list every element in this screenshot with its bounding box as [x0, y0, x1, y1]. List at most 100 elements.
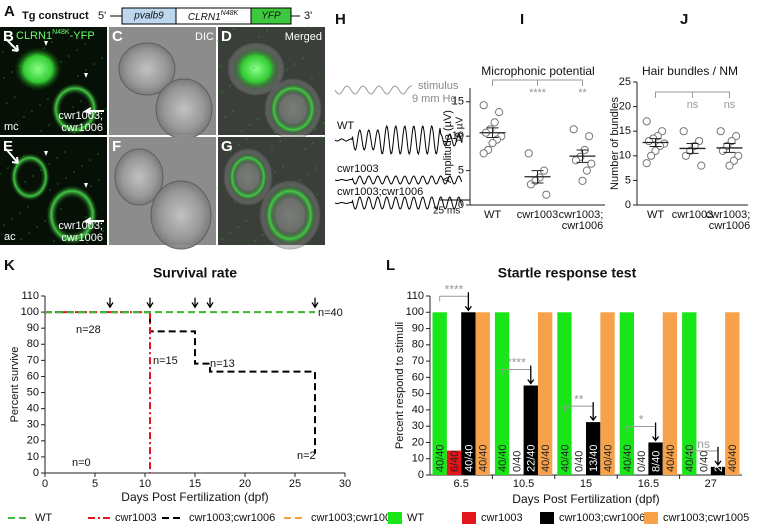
annotation: n=0: [72, 457, 91, 469]
speckle: [3, 77, 5, 79]
x-tick-label: WT: [647, 209, 664, 221]
cell-dic: [118, 42, 176, 96]
panel-label: G: [221, 138, 233, 155]
value-label: 22/40: [526, 444, 538, 472]
x-tick-label: 10.5: [513, 478, 534, 490]
value-label: 6/40: [449, 451, 461, 472]
trace: [334, 196, 463, 210]
significance-label: ns: [724, 99, 736, 111]
value-label: 0/40: [636, 451, 648, 472]
micrograph: D: [217, 26, 325, 140]
speckle: [52, 67, 54, 69]
legend-label: WT: [407, 512, 424, 524]
y-tick-label: 15: [452, 96, 464, 108]
y-tick-label: 80: [27, 338, 39, 350]
speckle: [102, 230, 104, 232]
value-label: 40/40: [684, 444, 696, 472]
speckle: [229, 232, 231, 234]
speckle: [234, 201, 236, 203]
y-tick-label: 50: [412, 388, 424, 400]
y-axis-label: Number of bundles: [609, 97, 621, 190]
speckle: [237, 79, 239, 81]
legend-label: cwr1003: [481, 512, 523, 524]
speckle: [278, 75, 280, 77]
speckle: [86, 242, 88, 244]
speckle: [44, 220, 46, 222]
value-label: 40/40: [435, 444, 447, 472]
bar: [586, 422, 601, 475]
mutation: N48K: [221, 10, 239, 17]
speckle: [221, 238, 223, 240]
data-point: [479, 149, 488, 158]
annotation: n=15: [153, 355, 178, 367]
genotype-label: cwr1003;: [58, 220, 103, 232]
speckle: [250, 189, 252, 191]
amp-scale: 10 µV: [455, 117, 466, 144]
bar: [557, 312, 572, 475]
speckle: [262, 87, 264, 89]
panel-label: I: [520, 11, 524, 28]
speckle: [254, 240, 256, 242]
speckle: [254, 93, 256, 95]
micrograph: F: [109, 137, 216, 250]
significance-label: ****: [507, 356, 526, 370]
legend-label: WT: [35, 512, 52, 524]
speckle: [19, 212, 21, 214]
speckle: [245, 73, 247, 75]
y-tick-label: 100: [406, 306, 424, 318]
value-label: 40/40: [727, 444, 739, 472]
data-point: [542, 190, 551, 199]
speckle: [97, 153, 99, 155]
speckle: [84, 43, 86, 45]
speckle: [308, 199, 310, 201]
speckle: [238, 144, 240, 146]
speckle: [217, 187, 219, 189]
bar: [537, 312, 553, 475]
panel-label: J: [680, 11, 688, 28]
data-point: [479, 101, 488, 110]
significance-bracket: [563, 405, 594, 412]
panel-label: L: [386, 257, 395, 274]
speckle: [85, 216, 87, 218]
cell-dic: [155, 78, 213, 140]
speckle: [24, 181, 26, 183]
speckle: [249, 124, 251, 126]
speckle: [40, 130, 42, 132]
y-tick-label: 20: [619, 101, 631, 113]
speckle: [57, 183, 59, 185]
cell-fluor: [232, 47, 280, 91]
speckle: [28, 232, 30, 234]
speckle: [36, 226, 38, 228]
speckle: [282, 126, 284, 128]
speckle: [53, 240, 55, 242]
bar: [432, 312, 447, 475]
speckle: [31, 110, 33, 112]
y-tick-label: 5: [458, 164, 464, 176]
speckle: [19, 65, 21, 67]
speckle: [225, 34, 227, 36]
value-label: 40/40: [478, 444, 490, 472]
value-label: 40/40: [622, 444, 634, 472]
y-tick-label: 10: [27, 451, 39, 463]
speckle: [77, 75, 79, 77]
speckle: [81, 126, 83, 128]
speckle: [319, 71, 321, 73]
speckle: [0, 173, 1, 175]
speckle: [274, 171, 276, 173]
speckle: [262, 234, 264, 236]
speckle: [315, 167, 317, 169]
y-tick-label: 20: [27, 435, 39, 447]
speckle: [36, 79, 38, 81]
speckle: [245, 220, 247, 222]
data-point: [716, 127, 725, 136]
panel-label: K: [4, 257, 15, 274]
panel-label: A: [4, 3, 15, 20]
data-point: [679, 127, 688, 136]
x-tick-label: 15: [189, 478, 201, 490]
speckle: [7, 128, 9, 130]
speckle: [312, 142, 314, 144]
x-tick-label: 27: [705, 478, 717, 490]
error-bar: [576, 149, 589, 163]
cell-fluor: [46, 185, 98, 245]
speckle: [48, 163, 50, 165]
